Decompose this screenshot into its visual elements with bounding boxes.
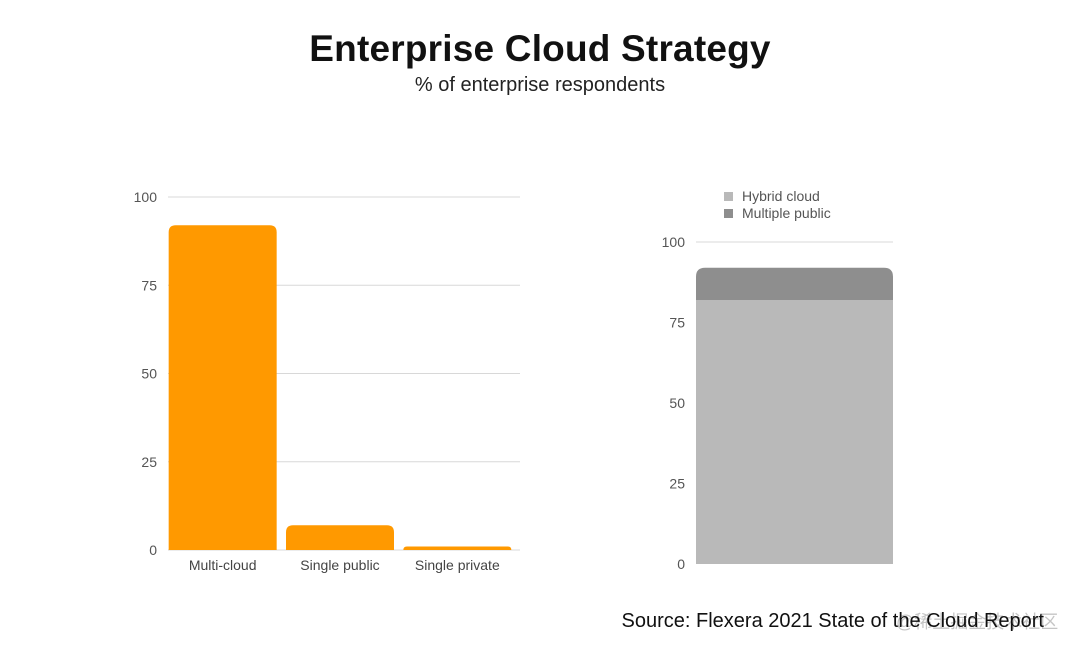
legend-swatch — [724, 209, 733, 218]
bar-single-public — [286, 525, 394, 550]
left-y-tick-label: 0 — [149, 542, 157, 558]
legend-label: Hybrid cloud — [742, 188, 820, 204]
source-note: Source: Flexera 2021 State of the Cloud … — [621, 610, 1044, 632]
right-y-tick-label: 100 — [662, 234, 686, 250]
left-y-tick-label: 50 — [141, 366, 157, 382]
right-y-tick-label: 75 — [669, 315, 685, 331]
left-x-tick-label: Multi-cloud — [189, 557, 257, 573]
stacked-segment-multiple-public — [696, 267, 893, 300]
chart-subtitle: % of enterprise respondents — [414, 74, 666, 96]
left-x-tick-label: Single private — [415, 557, 500, 573]
left-x-tick-label: Single public — [300, 557, 379, 573]
right-y-tick-label: 0 — [677, 556, 685, 572]
bar-single-private — [403, 546, 512, 550]
left-y-tick-label: 100 — [134, 189, 158, 205]
chart-title: Enterprise Cloud Strategy — [309, 28, 771, 69]
right-y-tick-label: 25 — [669, 476, 685, 492]
left-y-tick-label: 25 — [141, 454, 157, 470]
legend-swatch — [724, 192, 733, 201]
right-y-tick-label: 50 — [669, 395, 685, 411]
left-y-tick-label: 75 — [141, 277, 157, 293]
legend-label: Multiple public — [742, 205, 831, 221]
stacked-segment-hybrid-cloud — [696, 299, 893, 564]
watermark: @稀土掘金技术社区 — [896, 612, 1059, 632]
bar-multi-cloud — [168, 225, 277, 551]
